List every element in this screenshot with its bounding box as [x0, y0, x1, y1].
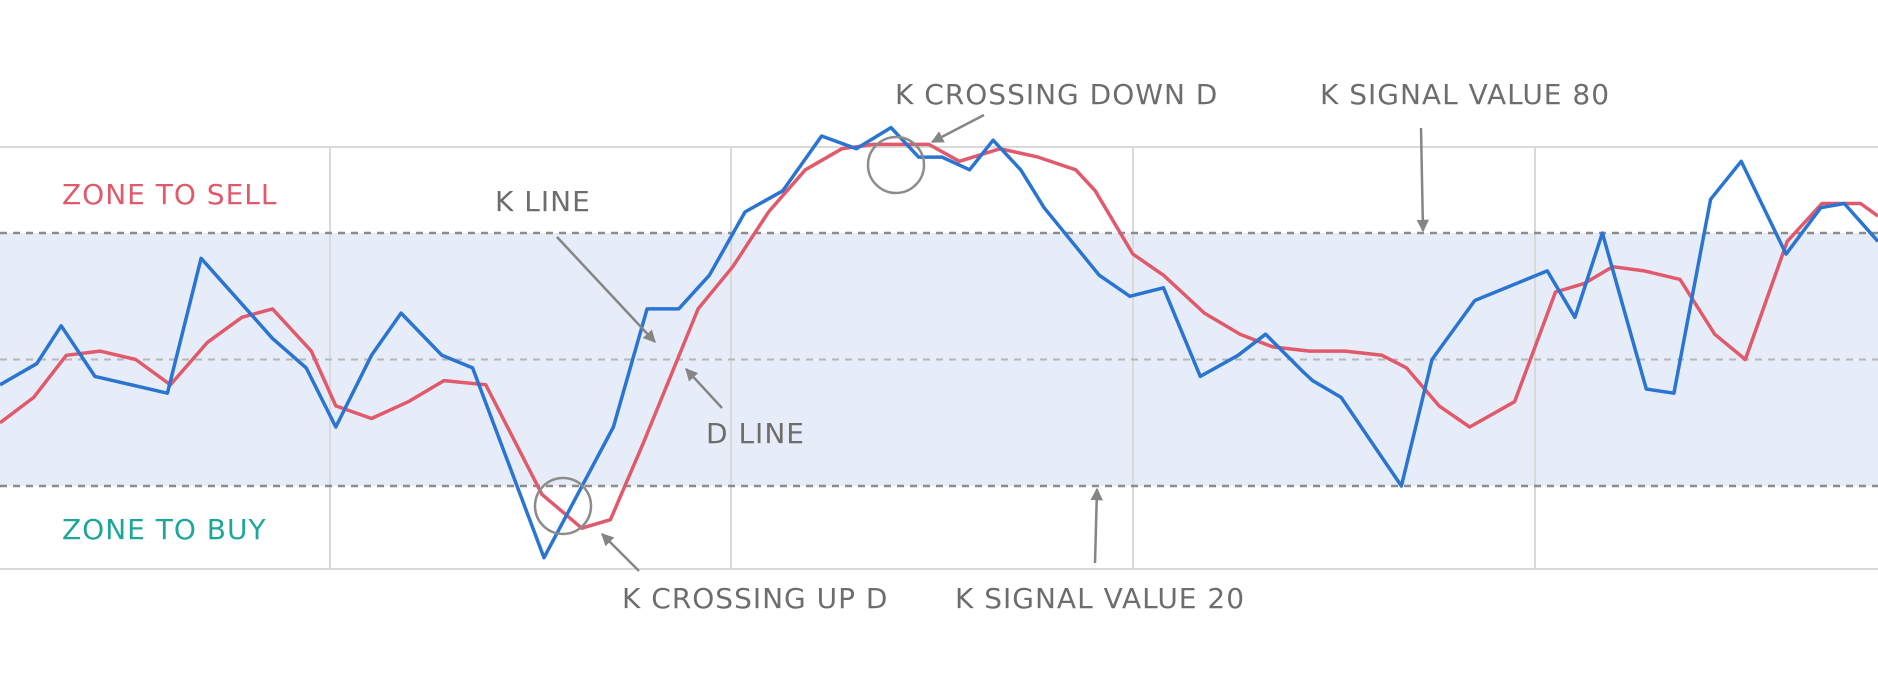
k-crossing-down-label: K CROSSING DOWN D [895, 78, 1218, 111]
k-line-series [0, 125, 1878, 560]
zone-to-sell-label: ZONE TO SELL [62, 178, 277, 211]
crossing-up-arrow [601, 533, 640, 572]
k-signal-80-label: K SIGNAL VALUE 80 [1320, 78, 1610, 111]
crossing-down-arrow [930, 113, 985, 144]
signal-20-arrow [1090, 487, 1103, 564]
crossing-up-circle [533, 476, 593, 536]
crossing-down-circle [866, 135, 926, 195]
d-line-label: D LINE [706, 417, 805, 450]
signal-80-arrow [1416, 127, 1430, 233]
d-line-arrow [685, 368, 723, 409]
annotation-arrows [556, 113, 1430, 572]
grid [0, 146, 1878, 570]
zone-to-buy-label: ZONE TO BUY [62, 513, 267, 546]
k-line-arrow [556, 236, 656, 343]
k-signal-20-label: K SIGNAL VALUE 20 [955, 582, 1245, 615]
k-crossing-up-label: K CROSSING UP D [622, 582, 889, 615]
k-line-label: K LINE [495, 185, 591, 218]
